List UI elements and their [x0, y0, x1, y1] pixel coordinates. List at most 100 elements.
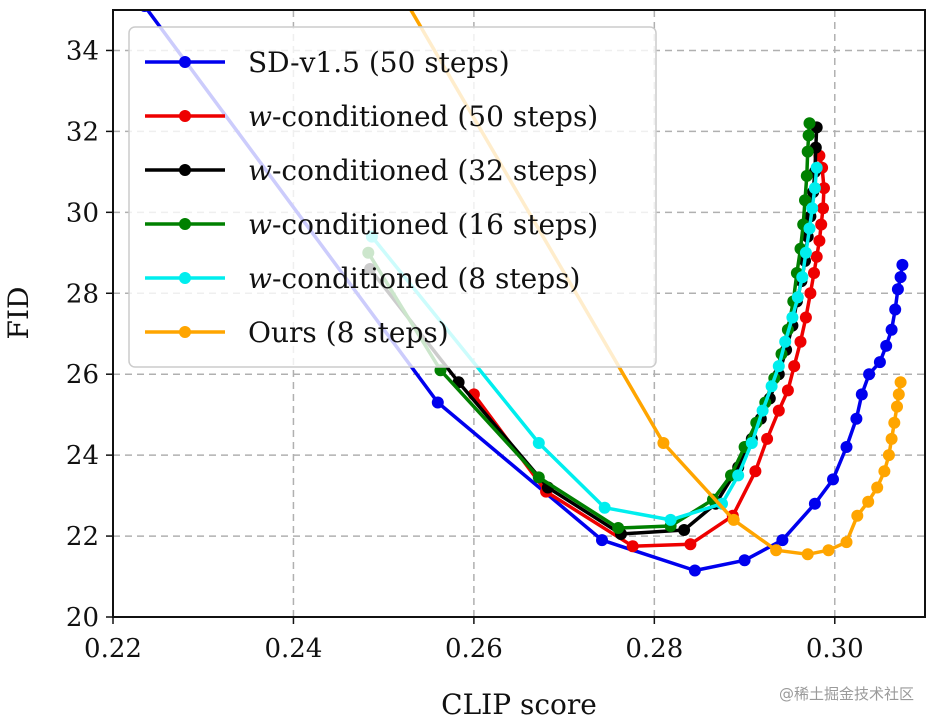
- data-point: [745, 437, 758, 449]
- legend-marker: [179, 326, 191, 338]
- data-point: [808, 267, 820, 279]
- legend-marker: [179, 164, 191, 176]
- data-point: [400, 0, 412, 8]
- data-point: [756, 404, 769, 417]
- data-point: [803, 222, 816, 235]
- data-point: [894, 376, 907, 389]
- data-point: [863, 368, 876, 381]
- data-point: [889, 303, 902, 316]
- y-tick-label: 28: [66, 279, 99, 309]
- series-0: [140, 10, 909, 577]
- data-point: [788, 360, 801, 373]
- data-point: [891, 400, 903, 413]
- x-tick-label: 0.28: [625, 634, 683, 664]
- data-point: [871, 481, 884, 494]
- data-point: [532, 437, 545, 449]
- data-point: [827, 473, 839, 486]
- data-point: [772, 404, 785, 417]
- data-point: [896, 258, 909, 271]
- data-point: [799, 194, 811, 207]
- data-point: [716, 497, 728, 510]
- data-point: [688, 564, 701, 577]
- data-point: [840, 536, 853, 549]
- data-point: [799, 311, 812, 324]
- data-point: [612, 522, 625, 534]
- data-point: [885, 323, 898, 336]
- y-tick-label: 30: [66, 198, 99, 228]
- data-point: [851, 509, 864, 522]
- data-point: [804, 287, 817, 300]
- legend-label: w-conditioned (50 steps): [248, 100, 598, 133]
- data-point: [761, 432, 774, 445]
- y-tick-label: 34: [66, 36, 99, 66]
- data-point: [818, 182, 830, 195]
- data-point: [803, 117, 816, 130]
- data-point: [882, 449, 895, 462]
- x-tick-label: 0.22: [84, 634, 142, 664]
- legend-marker: [179, 56, 191, 68]
- data-point: [810, 161, 823, 174]
- data-point: [738, 554, 751, 567]
- plot-frame: [112, 9, 926, 618]
- legend-label: Ours (8 steps): [248, 316, 449, 349]
- series-4: [365, 161, 823, 526]
- data-point: [791, 291, 804, 304]
- watermark: @稀土掘金技术社区: [778, 685, 914, 703]
- data-point: [781, 384, 794, 397]
- data-point: [802, 129, 815, 142]
- y-tick-label: 26: [66, 360, 99, 390]
- legend-box: [128, 26, 657, 368]
- data-point: [779, 335, 792, 348]
- data-point: [749, 465, 762, 478]
- legend-item: w-conditioned (8 steps): [145, 262, 580, 295]
- data-point: [806, 202, 819, 215]
- data-point: [796, 271, 809, 284]
- y-tick-label: 24: [66, 441, 99, 471]
- data-point: [815, 218, 828, 231]
- data-point: [855, 388, 868, 401]
- data-point: [894, 271, 907, 284]
- data-point: [850, 412, 863, 425]
- legend: SD-v1.5 (50 steps) w-conditioned (50 step…: [128, 26, 657, 368]
- legend-item: Ours (8 steps): [145, 316, 449, 349]
- data-point: [880, 339, 893, 352]
- x-tick-label: 0.30: [806, 634, 864, 664]
- data-point: [801, 145, 814, 158]
- legend-item: w-conditioned (16 steps): [145, 208, 598, 241]
- x-axis-label: CLIP score: [441, 688, 597, 720]
- data-point: [808, 497, 821, 510]
- data-point: [892, 388, 905, 401]
- series-1: [467, 149, 830, 553]
- data-point: [664, 513, 677, 526]
- data-point: [799, 246, 812, 259]
- y-tick-label: 32: [66, 117, 99, 147]
- data-point: [873, 356, 886, 369]
- series-5: [400, 0, 907, 561]
- legend-marker: [179, 218, 191, 230]
- data-point: [532, 471, 545, 484]
- legend-label: w-conditioned (8 steps): [248, 262, 580, 295]
- legend-item: SD-v1.5 (50 steps): [145, 46, 510, 79]
- data-point: [878, 465, 891, 478]
- data-point: [786, 311, 799, 324]
- y-tick-label: 20: [66, 603, 99, 633]
- axis-ticks: 0.22 0.24 0.26 0.28 0.30 20 22 24 26 28 30 32 34: [66, 36, 864, 664]
- data-point: [794, 335, 807, 348]
- data-point: [888, 416, 901, 429]
- data-point: [684, 538, 697, 551]
- data-point: [840, 441, 853, 453]
- data-point: [431, 396, 444, 409]
- data-point: [596, 534, 608, 547]
- data-point: [765, 380, 778, 393]
- y-axis-label: FID: [2, 287, 35, 340]
- y-tick-label: 22: [66, 522, 99, 552]
- data-point: [817, 202, 829, 215]
- x-tick-label: 0.24: [264, 634, 322, 664]
- legend-item: w-conditioned (50 steps): [145, 100, 598, 133]
- data-point: [598, 501, 611, 514]
- legend-label: SD-v1.5 (50 steps): [248, 46, 510, 79]
- data-point: [776, 534, 789, 547]
- data-point: [800, 169, 813, 182]
- data-point: [657, 437, 670, 449]
- data-point: [891, 283, 904, 296]
